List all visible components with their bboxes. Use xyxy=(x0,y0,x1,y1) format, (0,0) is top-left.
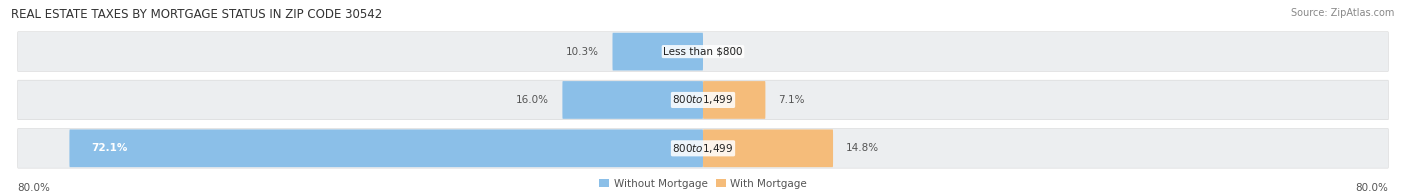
Text: $800 to $1,499: $800 to $1,499 xyxy=(672,142,734,155)
Text: Source: ZipAtlas.com: Source: ZipAtlas.com xyxy=(1291,8,1395,18)
Text: REAL ESTATE TAXES BY MORTGAGE STATUS IN ZIP CODE 30542: REAL ESTATE TAXES BY MORTGAGE STATUS IN … xyxy=(11,8,382,21)
Text: 10.3%: 10.3% xyxy=(567,47,599,57)
Legend: Without Mortgage, With Mortgage: Without Mortgage, With Mortgage xyxy=(595,174,811,193)
Text: 7.1%: 7.1% xyxy=(779,95,806,105)
FancyBboxPatch shape xyxy=(18,32,1389,71)
FancyBboxPatch shape xyxy=(69,130,703,167)
Text: 80.0%: 80.0% xyxy=(18,183,51,193)
FancyBboxPatch shape xyxy=(703,130,832,167)
FancyBboxPatch shape xyxy=(703,81,765,119)
Text: 0.0%: 0.0% xyxy=(716,47,742,57)
Text: 14.8%: 14.8% xyxy=(846,143,879,153)
Text: 16.0%: 16.0% xyxy=(516,95,550,105)
FancyBboxPatch shape xyxy=(613,33,703,70)
Text: 80.0%: 80.0% xyxy=(1355,183,1389,193)
FancyBboxPatch shape xyxy=(18,129,1389,168)
Text: 72.1%: 72.1% xyxy=(91,143,128,153)
FancyBboxPatch shape xyxy=(18,80,1389,120)
Text: $800 to $1,499: $800 to $1,499 xyxy=(672,93,734,106)
Text: Less than $800: Less than $800 xyxy=(664,47,742,57)
FancyBboxPatch shape xyxy=(562,81,703,119)
